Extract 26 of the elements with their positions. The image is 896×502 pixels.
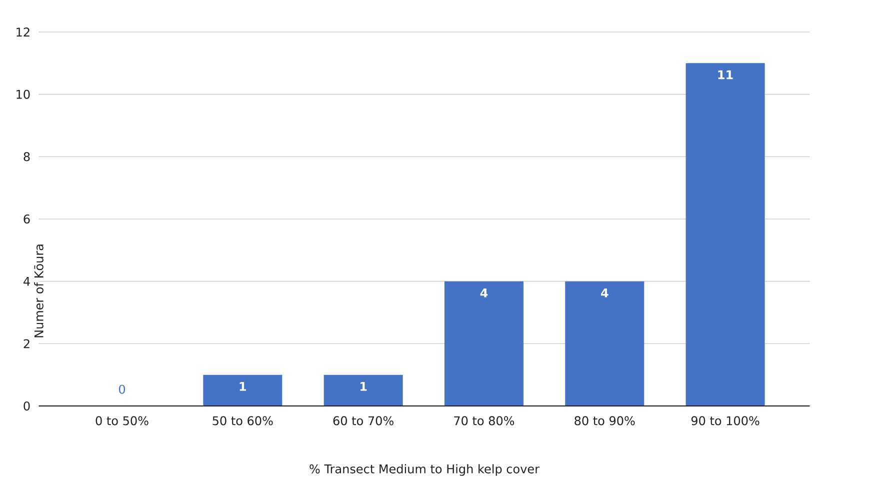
y-tick-label: 8	[24, 152, 30, 162]
x-tick-label: 90 to 100%	[691, 416, 760, 426]
y-tick-label: 12	[16, 28, 30, 36]
data-label: 11	[718, 70, 733, 80]
x-tick-label: 50 to 60%	[212, 416, 273, 426]
bar	[565, 281, 644, 406]
data-label: 4	[480, 288, 488, 298]
y-tick-label: 10	[16, 90, 30, 99]
data-label: 1	[240, 382, 246, 391]
data-label: 1	[360, 382, 367, 391]
x-tick-label: 0 to 50%	[96, 416, 148, 426]
y-tick-label: 6	[24, 214, 30, 224]
bar	[203, 374, 282, 406]
x-tick-label: 60 to 70%	[333, 416, 394, 426]
data-label: 4	[600, 288, 608, 298]
bar	[444, 281, 524, 406]
data-label: 0	[118, 384, 126, 394]
x-tick-label: 80 to 90%	[574, 416, 635, 426]
x-axis-title: % Transect Medium to High kelp cover	[310, 464, 540, 476]
y-tick-label: 0	[24, 401, 30, 411]
y-axis-title: Numer of Kōura	[34, 244, 44, 338]
bar	[686, 63, 765, 406]
bar	[324, 374, 403, 406]
y-tick-label: 2	[24, 339, 30, 348]
y-tick-label: 4	[24, 276, 30, 286]
x-tick-label: 70 to 80%	[454, 416, 514, 426]
